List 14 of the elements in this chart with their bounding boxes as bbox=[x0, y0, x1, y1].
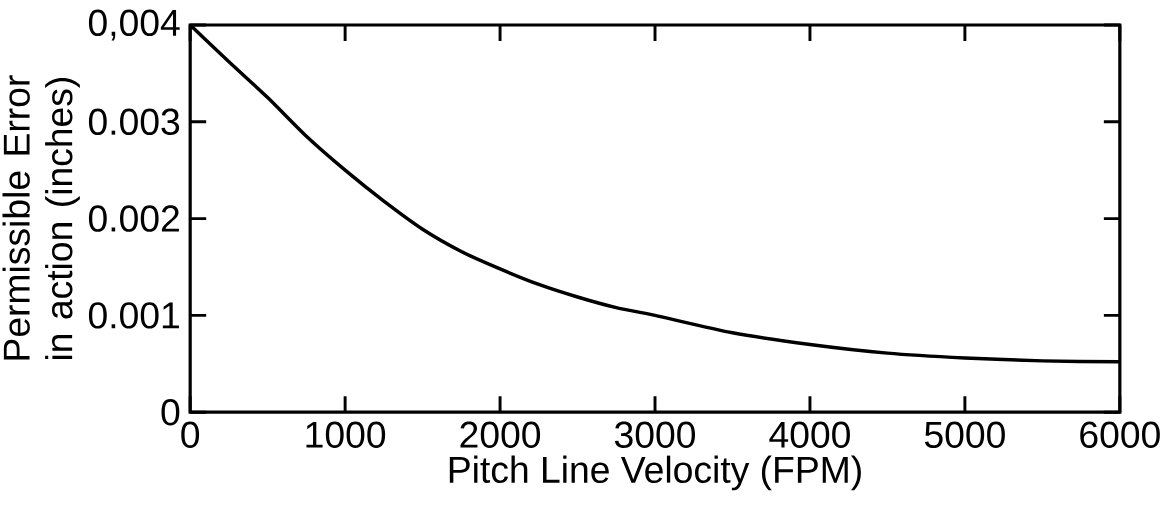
y-tick-label: 0.002 bbox=[88, 205, 179, 232]
x-tick-label: 5000 bbox=[924, 421, 1005, 448]
y-tick-label: 0,004 bbox=[88, 9, 180, 41]
y-tick-label: 0.001 bbox=[88, 301, 179, 329]
x-tick-label: 4000 bbox=[769, 421, 850, 448]
x-tick-label: 0 bbox=[181, 421, 200, 448]
x-tick-label: 6000 bbox=[1080, 421, 1160, 448]
x-tick-label: 2000 bbox=[460, 421, 541, 448]
y-axis-title: Permissible Error in action (inches) bbox=[2, 75, 80, 360]
x-tick-label: 1000 bbox=[306, 421, 386, 448]
x-axis-title: Pitch Line Velocity (FPM) bbox=[449, 455, 861, 491]
x-tick-label: 3000 bbox=[614, 421, 696, 448]
y-tick-label: 0.003 bbox=[88, 108, 180, 135]
y-tick-label: 0 bbox=[161, 398, 180, 426]
